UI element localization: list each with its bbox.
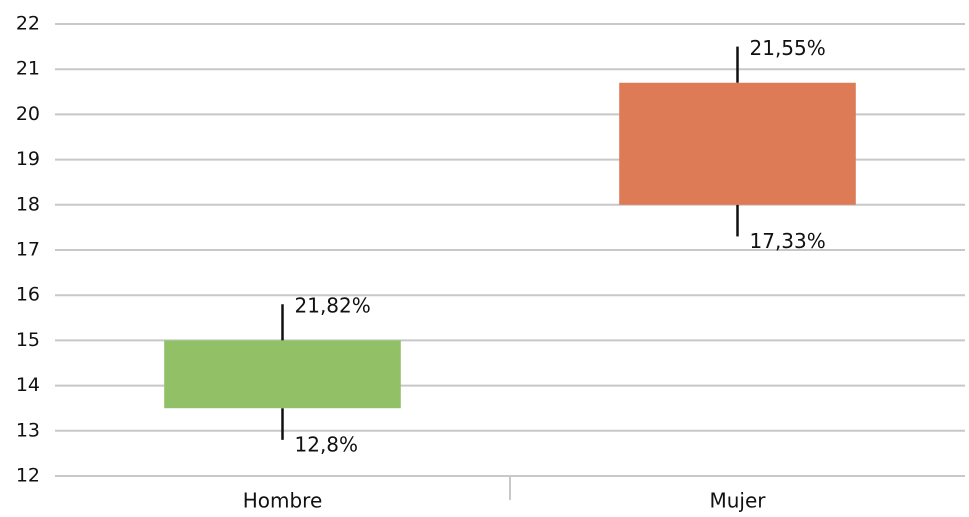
x-category-label: Mujer — [709, 489, 766, 513]
candle-box — [619, 82, 856, 205]
y-tick-label: 15 — [16, 329, 40, 351]
y-tick-label: 18 — [16, 193, 40, 215]
y-axis-ticks: 12 13 14 15 16 17 18 19 20 21 22 — [16, 13, 40, 487]
y-tick-label: 19 — [16, 148, 40, 170]
y-tick-label: 22 — [16, 13, 40, 35]
x-category-label: Hombre — [243, 489, 323, 513]
y-tick-label: 20 — [16, 103, 40, 125]
y-tick-label: 21 — [16, 58, 40, 80]
y-tick-label: 13 — [16, 419, 40, 441]
y-tick-label: 12 — [16, 465, 40, 487]
y-tick-label: 14 — [16, 374, 40, 396]
data-label-low: 17,33% — [750, 229, 826, 253]
candle-mujer: 21,55% 17,33% — [619, 36, 856, 253]
candle-hombre: 21,82% 12,8% — [164, 294, 401, 456]
data-label-low: 12,8% — [295, 432, 359, 456]
data-label-high: 21,55% — [750, 36, 826, 60]
candles: 21,82% 12,8% 21,55% 17,33% — [164, 36, 856, 456]
y-tick-label: 17 — [16, 239, 40, 261]
data-label-high: 21,82% — [295, 294, 371, 318]
candle-box — [164, 340, 401, 409]
x-axis-categories: Hombre Mujer — [243, 476, 766, 513]
y-tick-label: 16 — [16, 284, 40, 306]
